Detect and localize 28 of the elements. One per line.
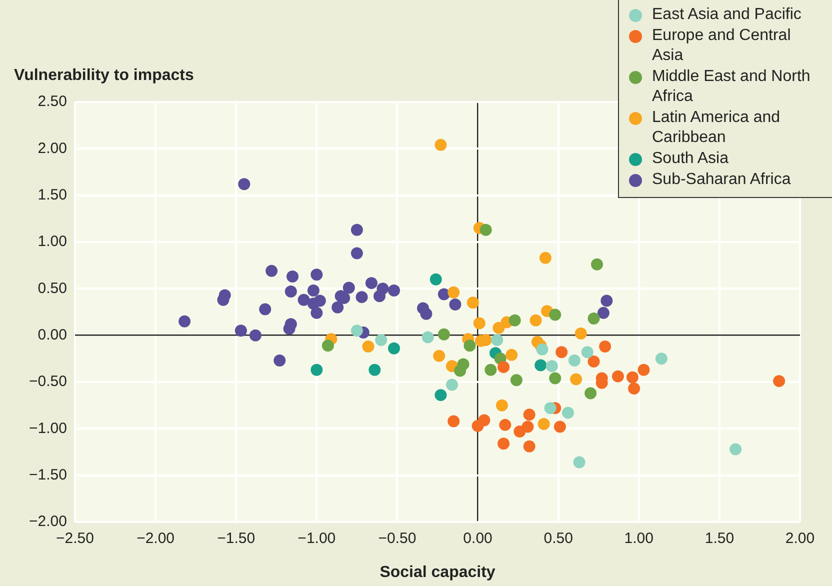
y-tick-label: −1.50 [29,466,67,484]
x-tick-label: 1.00 [624,530,654,548]
x-tick-label: 2.00 [785,530,815,548]
y-axis-title: Vulnerability to impacts [14,67,194,85]
legend-label: Europe and Central Asia [652,26,792,66]
x-tick-label: −1.50 [217,530,256,548]
legend-label: South Asia [652,149,730,169]
x-tick-label: 1.50 [704,530,734,548]
y-tick-label: 2.00 [38,140,67,157]
x-tick-label: 0.00 [463,530,492,548]
x-tick-label: −0.50 [378,530,416,548]
y-tick-label: 1.00 [38,233,67,250]
y-tick-label: −0.50 [29,373,67,390]
y-tick-label: 2.50 [38,93,67,110]
x-tick-label: −2.00 [136,530,175,548]
x-tick-label: 0.50 [544,530,573,548]
x-axis-title: Social capacity [380,564,496,581]
legend-label: Latin America and Caribbean [652,108,782,148]
legend-label: Middle East and North Africa [652,67,812,107]
y-tick-label: 1.50 [38,186,67,204]
x-tick-label: −2.50 [56,530,94,548]
legend-label: East Asia and Pacific [652,5,802,25]
y-tick-label: −2.00 [29,513,67,530]
y-tick-label: 0.00 [38,326,67,344]
y-tick-label: −1.00 [29,420,67,437]
legend-label: Sub-Saharan Africa [652,170,792,190]
y-tick-label: 0.50 [38,280,67,297]
x-tick-label: −1.00 [298,530,336,548]
